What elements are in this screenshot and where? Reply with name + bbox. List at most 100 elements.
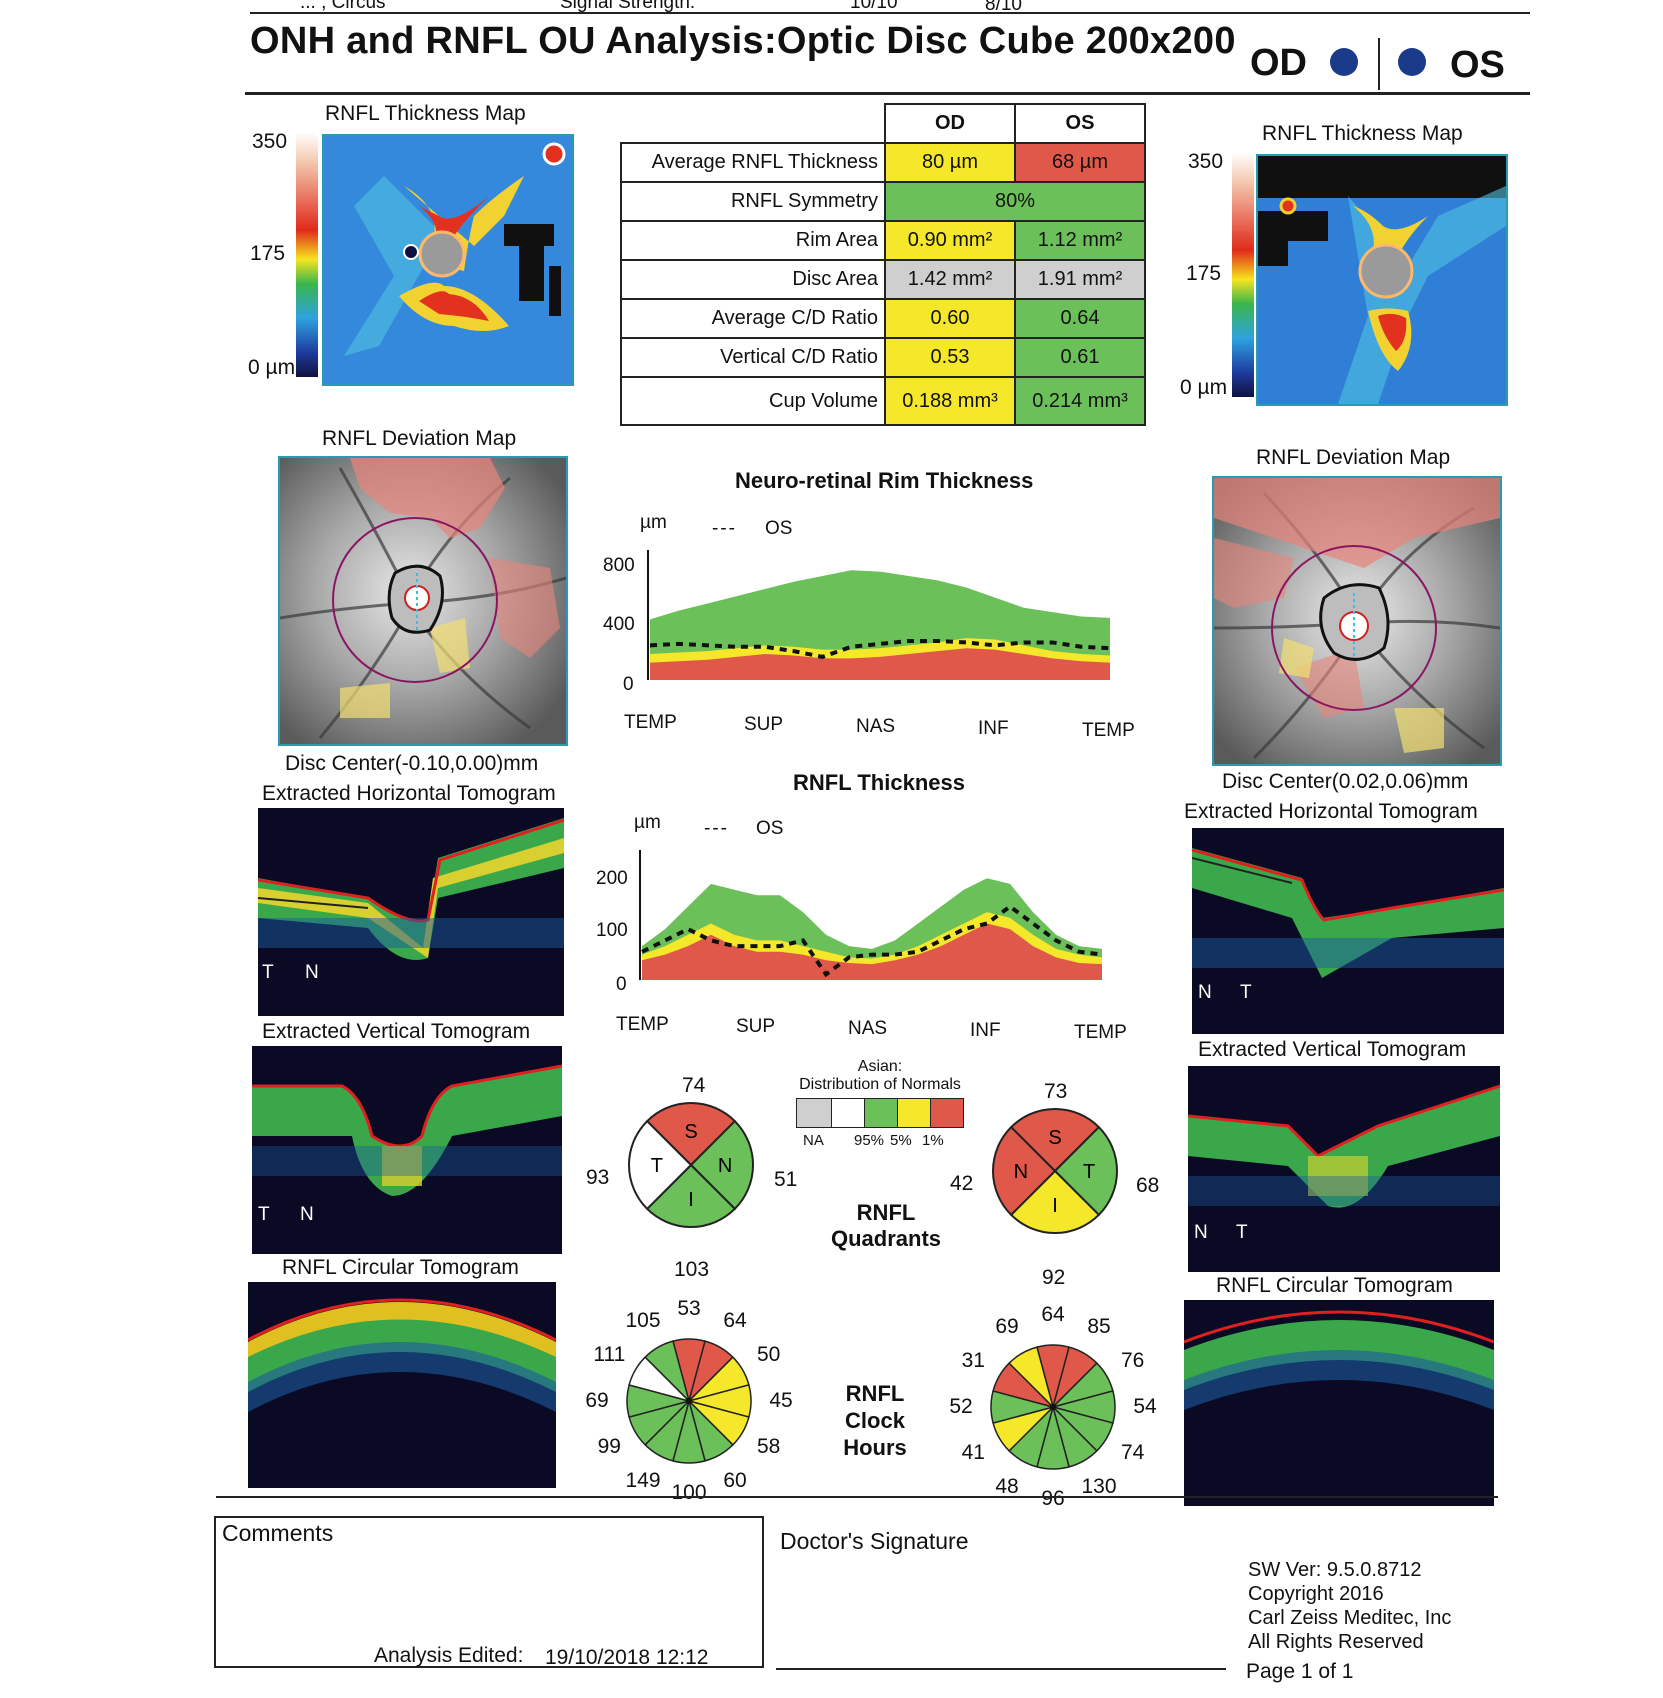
rnfl-chart-title: RNFL Thickness xyxy=(793,770,965,795)
abnormal-area xyxy=(650,648,1110,680)
analysis-edited-label: Analysis Edited: xyxy=(374,1644,524,1667)
clock-hour-value: 130 xyxy=(1081,1474,1117,1498)
clock-hour-value: 52 xyxy=(949,1395,973,1418)
clock-hour-value: 105 xyxy=(625,1309,661,1333)
od-horizontal-tomogram xyxy=(258,808,564,1016)
clock-center xyxy=(1050,1404,1056,1410)
comments-box[interactable] xyxy=(214,1516,764,1668)
od-os-divider xyxy=(1378,38,1380,90)
quadrant-sector xyxy=(645,1163,737,1228)
os-series-line xyxy=(641,904,1103,978)
table-row: Average RNFL Thickness 80 µm 68 µm xyxy=(620,142,1146,183)
clock-hour-value: 31 xyxy=(961,1349,985,1372)
quadrants-title: RNFL Quadrants xyxy=(831,1200,942,1251)
od-quad-bottom: 103 xyxy=(674,1258,710,1281)
quadrant-label: T xyxy=(1083,1161,1095,1183)
rnfl-chart xyxy=(639,850,1103,980)
od-disc-center: Disc Center(-0.10,0.00)mm xyxy=(285,752,539,775)
os-h-t: T xyxy=(1240,982,1252,1003)
os-circular-tomogram-title: RNFL Circular Tomogram xyxy=(1216,1274,1453,1297)
quadrant-sector xyxy=(689,1119,754,1211)
quadrant-sector xyxy=(1009,1108,1101,1173)
rim-chart-xlabel: NAS xyxy=(856,716,896,737)
os-scale-max: 350 xyxy=(1188,150,1224,173)
quadrant-sector xyxy=(628,1119,693,1211)
legend-swatch-red xyxy=(931,1099,963,1127)
rnfl-chart-xlabel: TEMP xyxy=(616,1014,669,1035)
rim-chart-title: Neuro-retinal Rim Thickness xyxy=(735,468,1034,493)
quadrant-sector xyxy=(992,1125,1057,1217)
od-deviation-map xyxy=(278,456,568,746)
normals-legend-bar xyxy=(796,1098,964,1128)
od-v-n: N xyxy=(300,1204,314,1225)
legend-label: 95% xyxy=(854,1132,885,1149)
page-number: Page 1 of 1 xyxy=(1246,1660,1354,1683)
top-rule xyxy=(250,12,1530,14)
od-label: OD xyxy=(1250,42,1307,84)
rnfl-chart-ytick: 200 xyxy=(596,868,628,889)
comments-label: Comments xyxy=(222,1520,334,1546)
clock-sector xyxy=(1008,1346,1055,1410)
quadrant-label: N xyxy=(1014,1161,1028,1183)
table-row: Vertical C/D Ratio 0.53 0.61 xyxy=(620,337,1146,378)
od-eye-icon xyxy=(1330,48,1358,76)
signal-os: 8/10 xyxy=(985,0,1022,15)
rnfl-chart-ylabel: µm xyxy=(634,812,661,833)
od-h-n: N xyxy=(305,962,319,983)
od-circular-tomogram xyxy=(248,1282,556,1488)
quadrant-label: T xyxy=(651,1155,663,1177)
header-rule xyxy=(245,92,1530,95)
analysis-edited-value: 19/10/2018 12:12 xyxy=(545,1646,709,1669)
os-thickness-map-title: RNFL Thickness Map xyxy=(1262,122,1463,145)
rim-chart-ytick: 0 xyxy=(623,674,634,695)
os-v-n: N xyxy=(1194,1222,1208,1243)
rim-chart-ytick: 800 xyxy=(603,555,635,576)
os-quadrant-chart: ST I N xyxy=(992,1108,1118,1234)
quadrant-sector xyxy=(1009,1169,1101,1234)
clock-hour-value: 48 xyxy=(995,1474,1019,1498)
report-title: ONH and RNFL OU Analysis:Optic Disc Cube… xyxy=(250,20,1236,62)
quadrant-label: I xyxy=(688,1189,694,1211)
legend-swatch-na xyxy=(797,1099,832,1127)
od-v-t: T xyxy=(258,1204,270,1225)
normals-legend-title: Asian: Distribution of Normals xyxy=(799,1058,961,1093)
quadrant-label: S xyxy=(1048,1127,1061,1149)
os-quad-left: 42 xyxy=(950,1172,974,1195)
legend-swatch-white xyxy=(832,1099,865,1127)
od-circular-tomogram-title: RNFL Circular Tomogram xyxy=(282,1256,519,1279)
rnfl-chart-xlabel: INF xyxy=(970,1020,1001,1041)
rnfl-chart-ytick: 0 xyxy=(616,974,627,995)
od-scale-mid: 175 xyxy=(250,242,286,265)
doctor-signature-label: Doctor's Signature xyxy=(780,1528,969,1554)
signature-line xyxy=(776,1668,1226,1670)
clock-hour-value: 85 xyxy=(1087,1315,1111,1339)
os-quad-top: 73 xyxy=(1044,1080,1068,1103)
os-disc-center: Disc Center(0.02,0.06)mm xyxy=(1222,770,1469,793)
rnfl-chart-legend: OS xyxy=(756,818,784,839)
table-row: Disc Area 1.42 mm² 1.91 mm² xyxy=(620,259,1146,300)
clock-center xyxy=(686,1398,692,1404)
od-thickness-colorbar xyxy=(296,132,318,377)
os-quad-bottom: 92 xyxy=(1042,1266,1066,1289)
os-deviation-map xyxy=(1212,476,1502,766)
rim-chart-xlabel: INF xyxy=(978,718,1009,739)
od-quad-top: 74 xyxy=(682,1074,706,1097)
rnfl-chart-xlabel: TEMP xyxy=(1074,1022,1127,1043)
clock-hour-value: 76 xyxy=(1120,1349,1145,1372)
os-horizontal-tomogram-title: Extracted Horizontal Tomogram xyxy=(1184,800,1478,823)
table-col-os: OS xyxy=(1014,103,1146,144)
rnfl-chart-xlabel: NAS xyxy=(848,1018,888,1039)
od-quadrant-chart: SN I T xyxy=(628,1102,754,1228)
abnormal-area xyxy=(642,923,1102,980)
signal-od: 10/10 xyxy=(850,0,898,13)
quadrant-sector xyxy=(645,1102,737,1167)
os-vertical-tomogram-title: Extracted Vertical Tomogram xyxy=(1198,1038,1467,1061)
clock-hour-value: 58 xyxy=(756,1435,781,1458)
footer-rule xyxy=(216,1496,1498,1498)
top-left-partial: ... , Circus xyxy=(300,0,386,13)
legend-swatch-yellow xyxy=(898,1099,931,1127)
od-vertical-tomogram-title: Extracted Vertical Tomogram xyxy=(262,1020,531,1043)
clock-hour-value: 99 xyxy=(597,1435,621,1458)
legend-label: 1% xyxy=(922,1132,944,1149)
clock-hour-value: 50 xyxy=(756,1343,781,1366)
